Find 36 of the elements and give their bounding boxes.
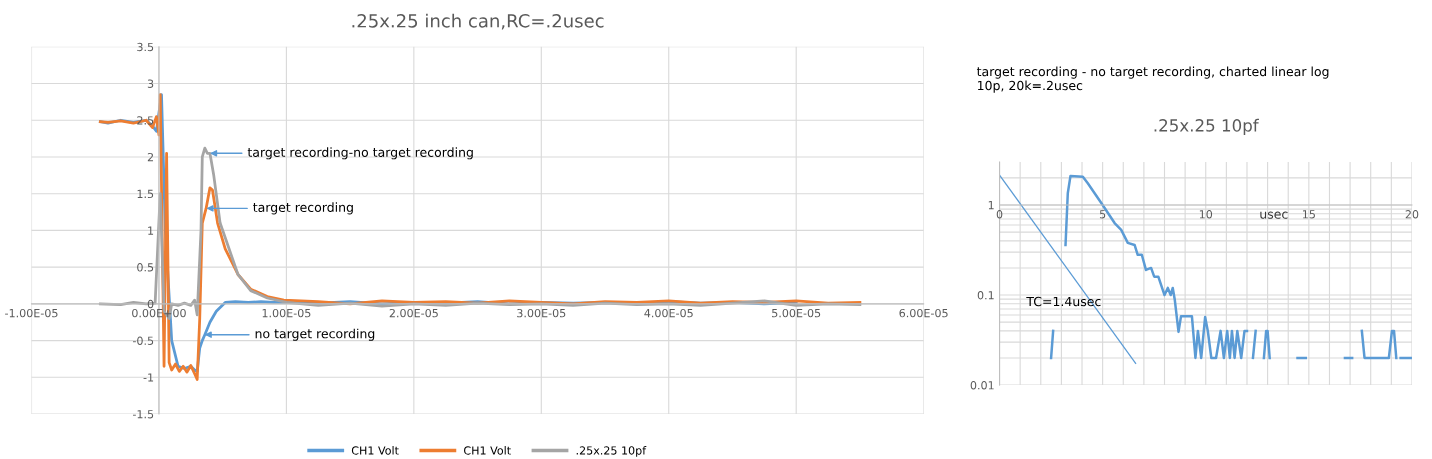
text: target recording - no target recording, charted linear log 10p, 20k=.2usec bbox=[976, 66, 1329, 93]
y-tick-label: 0.01 bbox=[970, 381, 994, 390]
annotation: target recording bbox=[253, 202, 353, 215]
x-tick-label: 15 bbox=[1303, 210, 1315, 219]
line-series bbox=[98, 146, 862, 320]
x-tick-label: 0 bbox=[996, 210, 1003, 219]
y-tick-label: 0.1 bbox=[977, 291, 994, 300]
y-tick-label: 1.5 bbox=[137, 189, 154, 199]
x-tick-label: 10 bbox=[1199, 210, 1213, 219]
y-tick-label: -1.5 bbox=[132, 410, 154, 419]
legend-label: .25x.25 10pf bbox=[576, 446, 647, 457]
chart-title: .25x.25 inch can,RC=.2usec bbox=[352, 13, 604, 30]
x-tick-label: 4.00E-05 bbox=[644, 308, 693, 318]
annotation: target recording-no target recording bbox=[247, 147, 473, 160]
annotation: TC=1.4usec bbox=[1026, 296, 1101, 307]
legend-label: CH1 Volt bbox=[351, 446, 399, 455]
x-tick-label: 3.00E-05 bbox=[517, 308, 566, 318]
x-tick-label: -1.00E-05 bbox=[5, 308, 58, 318]
y-tick-label: 2 bbox=[147, 152, 153, 162]
x-tick-label: 5 bbox=[1099, 210, 1106, 219]
y-tick-label: 3.5 bbox=[137, 42, 154, 52]
x-axis-title: usec bbox=[1260, 211, 1288, 219]
y-tick-label: 1 bbox=[148, 226, 154, 235]
x-tick-label: 6.00E-05 bbox=[899, 308, 948, 318]
x-tick-label: 2.00E-05 bbox=[389, 308, 438, 318]
x-tick-label: 1.00E-05 bbox=[262, 308, 311, 318]
annotation: no target recording bbox=[255, 328, 375, 341]
chart-title: .25x.25 10pf bbox=[1154, 118, 1259, 135]
y-tick-label: 1 bbox=[988, 201, 994, 210]
y-tick-label: 0.5 bbox=[137, 263, 154, 272]
x-tick-label: 20 bbox=[1405, 210, 1419, 219]
x-tick-label: 5.00E-05 bbox=[772, 308, 821, 318]
y-tick-label: -1 bbox=[143, 373, 154, 382]
legend-label: CH1 Volt bbox=[464, 446, 511, 455]
y-tick-label: 3 bbox=[147, 79, 154, 88]
y-tick-label: -0.5 bbox=[132, 336, 154, 345]
